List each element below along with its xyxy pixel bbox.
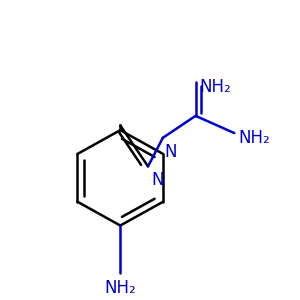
Text: NH₂: NH₂ xyxy=(104,279,136,297)
Text: N: N xyxy=(165,142,177,160)
Text: NH₂: NH₂ xyxy=(238,129,270,147)
Text: NH₂: NH₂ xyxy=(200,78,231,96)
Text: N: N xyxy=(151,171,164,189)
